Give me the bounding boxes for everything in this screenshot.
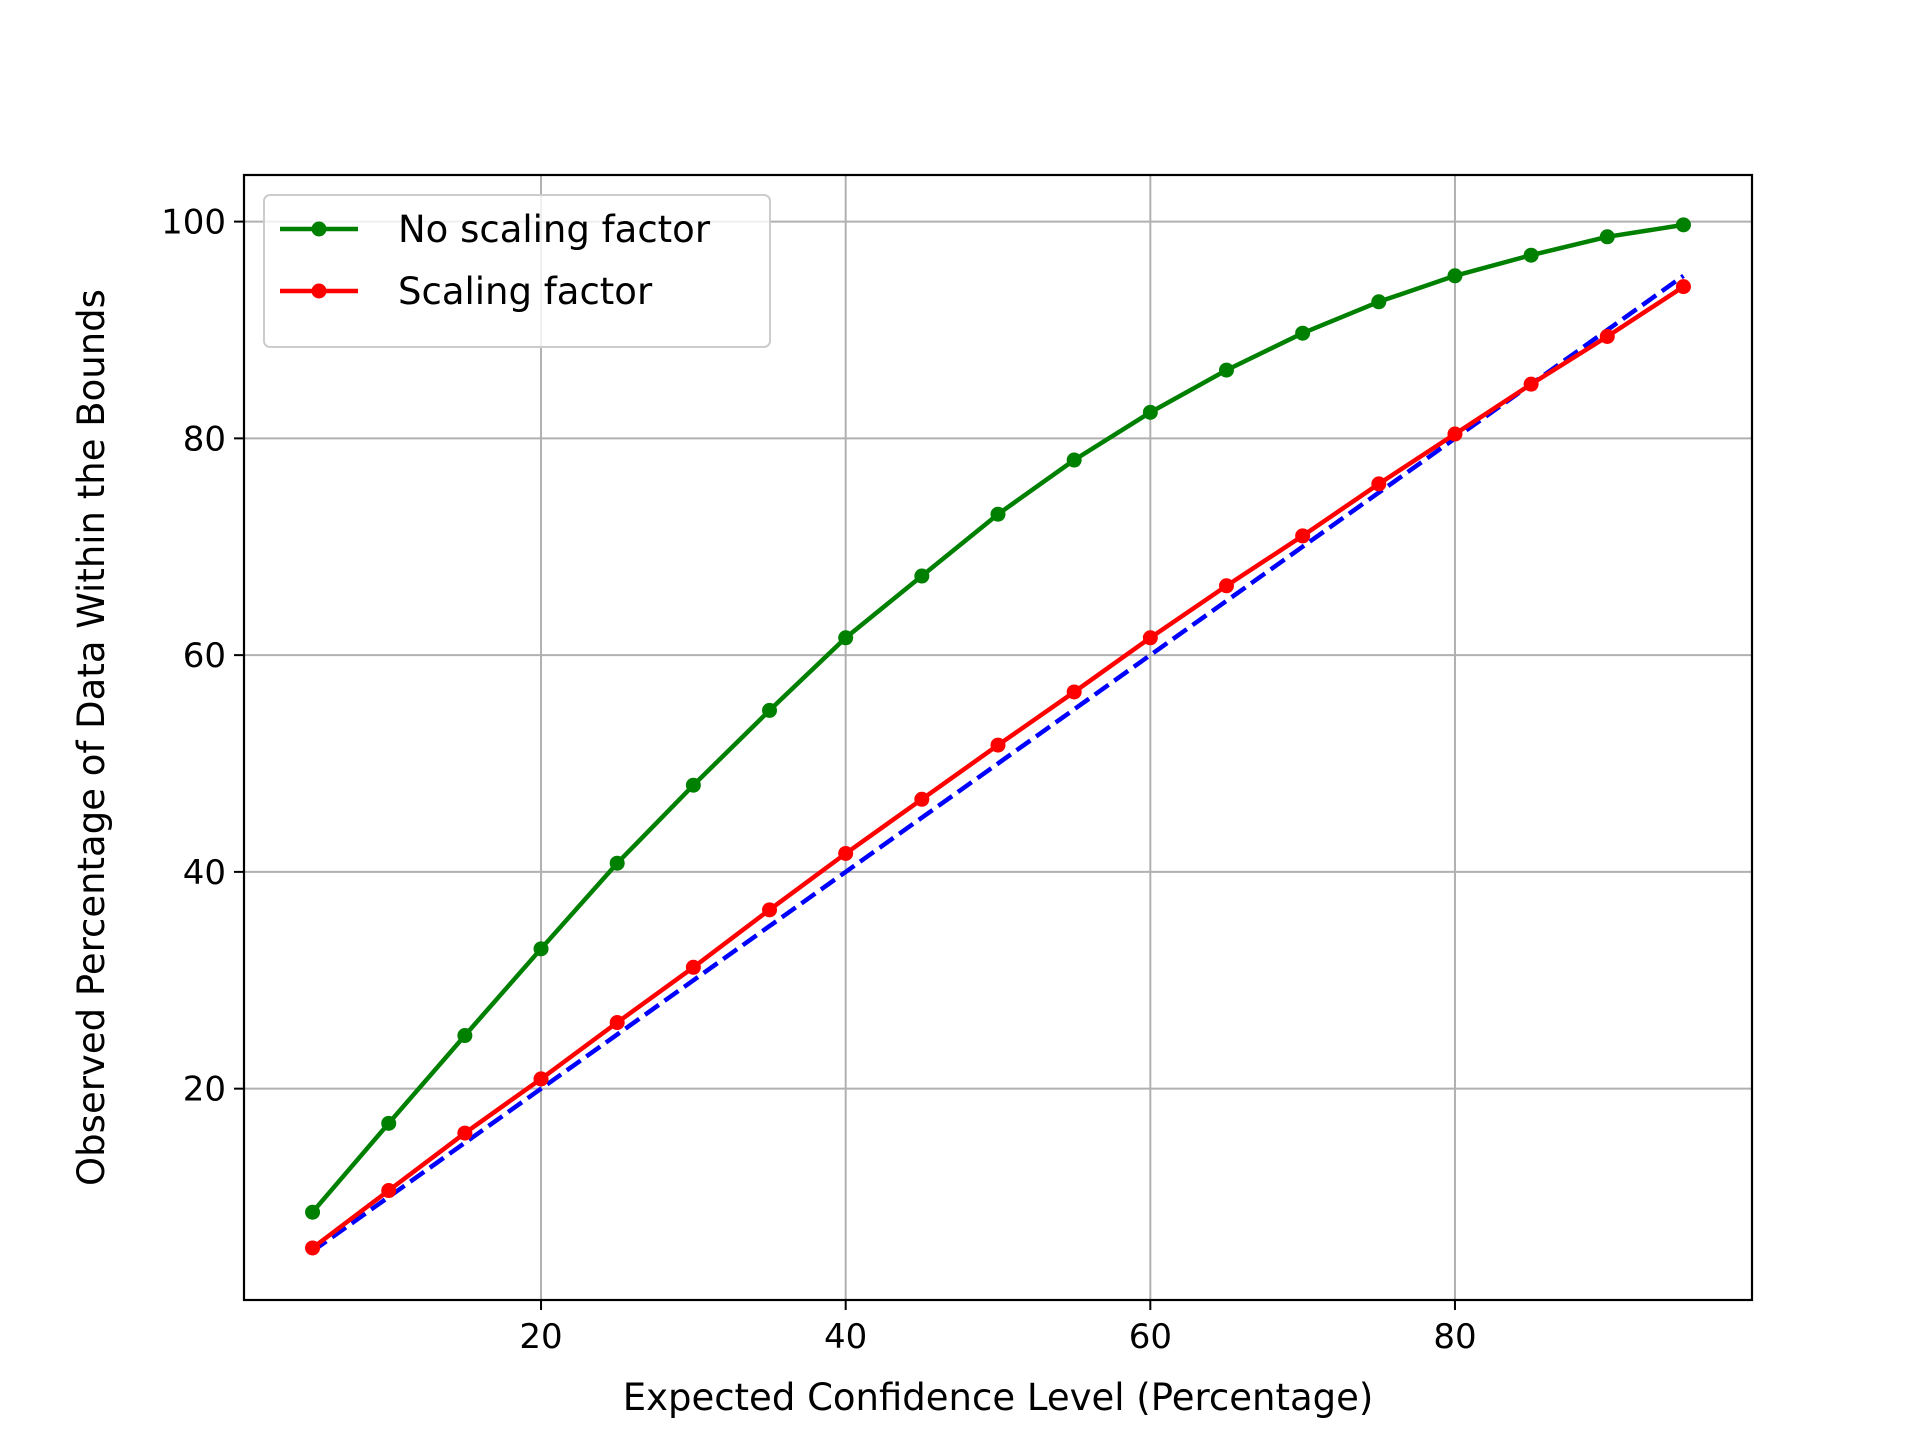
data-point <box>685 959 701 975</box>
data-point <box>1599 328 1615 344</box>
data-point <box>1142 630 1158 646</box>
data-point <box>1066 452 1082 468</box>
data-point <box>762 702 778 718</box>
data-point <box>457 1028 473 1044</box>
data-point <box>1218 578 1234 594</box>
grid-layer <box>244 175 1752 1300</box>
x-tick-label: 40 <box>824 1317 867 1357</box>
data-point <box>990 506 1006 522</box>
data-point <box>305 1240 321 1256</box>
series-layer <box>305 217 1691 1256</box>
legend-label: Scaling factor <box>398 270 653 313</box>
y-axis-label: Observed Percentage of Data Within the B… <box>70 289 113 1186</box>
plot-frame <box>242 173 1754 1302</box>
legend-label: No scaling factor <box>398 208 711 251</box>
data-point <box>533 1071 549 1087</box>
data-point <box>1447 426 1463 442</box>
data-point <box>609 1015 625 1031</box>
x-tick-label: 80 <box>1433 1317 1476 1357</box>
legend-marker <box>311 283 327 299</box>
data-point <box>1142 404 1158 420</box>
data-point <box>1371 294 1387 310</box>
data-point <box>1675 217 1691 233</box>
legend: No scaling factor Scaling factor <box>263 194 771 348</box>
data-point <box>1295 325 1311 341</box>
data-point <box>762 902 778 918</box>
series-line <box>311 273 1685 1254</box>
data-point <box>1523 247 1539 263</box>
data-point <box>533 941 549 957</box>
data-point <box>1599 229 1615 245</box>
data-point <box>914 568 930 584</box>
y-tick-label: 60 <box>183 636 226 676</box>
data-point <box>990 737 1006 753</box>
data-point <box>914 791 930 807</box>
series-line <box>310 222 1684 1214</box>
y-tick-label: 100 <box>161 203 226 243</box>
data-point <box>1523 376 1539 392</box>
legend-marker <box>311 221 327 237</box>
data-point <box>609 855 625 871</box>
legend-box <box>263 194 771 348</box>
data-point <box>381 1115 397 1131</box>
data-point <box>685 777 701 793</box>
data-point <box>1066 684 1082 700</box>
x-axis-label: Expected Confidence Level (Percentage) <box>623 1376 1374 1419</box>
data-point <box>1295 528 1311 544</box>
data-point <box>1371 476 1387 492</box>
data-point <box>838 630 854 646</box>
data-point <box>305 1204 321 1220</box>
y-tick-label: 40 <box>183 853 226 893</box>
x-tick-label: 60 <box>1129 1317 1172 1357</box>
data-point <box>457 1125 473 1141</box>
data-point <box>1218 362 1234 378</box>
y-tick-label: 20 <box>183 1070 226 1110</box>
y-tick-label: 80 <box>183 419 226 459</box>
tick-layer: 20 40 60 80 20 40 60 80 100 <box>161 203 1477 1357</box>
x-tick-label: 20 <box>519 1317 562 1357</box>
data-point <box>1675 279 1691 295</box>
data-point <box>1447 268 1463 284</box>
data-point <box>838 845 854 861</box>
data-point <box>381 1183 397 1199</box>
